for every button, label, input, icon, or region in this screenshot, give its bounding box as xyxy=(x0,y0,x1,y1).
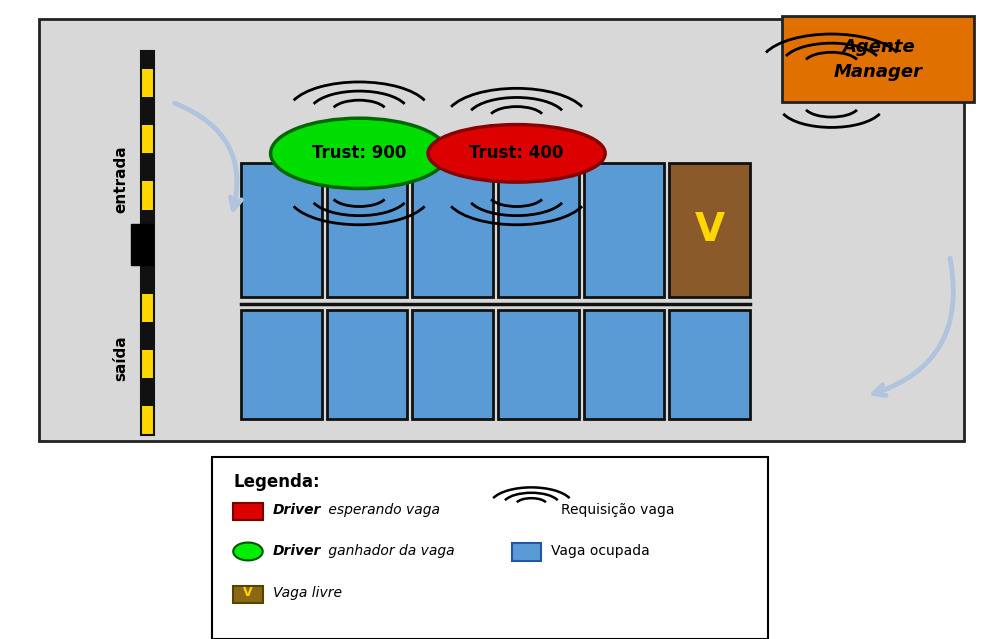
Bar xyxy=(39,19,964,441)
Ellipse shape xyxy=(233,543,263,560)
Text: V: V xyxy=(695,211,724,249)
Bar xyxy=(141,406,154,435)
Text: Driver: Driver xyxy=(273,503,321,517)
Ellipse shape xyxy=(428,125,605,182)
Bar xyxy=(412,163,493,297)
Bar xyxy=(141,51,154,435)
Text: Agente
Manager: Agente Manager xyxy=(833,38,923,81)
Bar xyxy=(131,224,153,265)
Bar xyxy=(669,163,750,297)
Bar xyxy=(141,350,154,378)
Bar xyxy=(512,543,541,561)
Ellipse shape xyxy=(271,118,448,189)
Text: esperando vaga: esperando vaga xyxy=(324,503,440,517)
Bar xyxy=(141,378,154,406)
Bar xyxy=(141,125,154,153)
Bar xyxy=(141,238,154,266)
Text: Driver: Driver xyxy=(273,544,321,558)
Text: Legenda:: Legenda: xyxy=(233,473,320,491)
Bar xyxy=(141,153,154,181)
Text: Vaga ocupada: Vaga ocupada xyxy=(551,544,649,558)
Bar xyxy=(327,163,407,297)
Bar xyxy=(498,310,579,419)
Text: saída: saída xyxy=(113,335,129,381)
Text: ganhador da vaga: ganhador da vaga xyxy=(324,544,455,558)
Text: V: V xyxy=(243,587,253,599)
Bar xyxy=(782,16,974,102)
Bar xyxy=(412,310,493,419)
Bar xyxy=(141,51,154,69)
Bar xyxy=(498,163,579,297)
Bar xyxy=(241,310,322,419)
Bar xyxy=(141,266,154,294)
Bar xyxy=(233,503,263,520)
Bar xyxy=(141,181,154,210)
Text: Trust: 900: Trust: 900 xyxy=(312,144,406,162)
Text: entrada: entrada xyxy=(113,145,129,213)
Bar xyxy=(241,163,322,297)
Bar xyxy=(141,210,154,238)
Bar xyxy=(141,294,154,322)
Bar xyxy=(141,322,154,350)
Bar xyxy=(584,163,664,297)
Bar xyxy=(584,310,664,419)
Bar xyxy=(327,310,407,419)
Bar xyxy=(141,69,154,97)
Text: Trust: 400: Trust: 400 xyxy=(469,144,564,162)
Bar xyxy=(669,310,750,419)
Bar xyxy=(233,586,263,603)
Bar xyxy=(141,97,154,125)
Bar xyxy=(212,457,768,639)
Text: Requisição vaga: Requisição vaga xyxy=(561,503,674,517)
Text: Vaga livre: Vaga livre xyxy=(273,586,341,600)
